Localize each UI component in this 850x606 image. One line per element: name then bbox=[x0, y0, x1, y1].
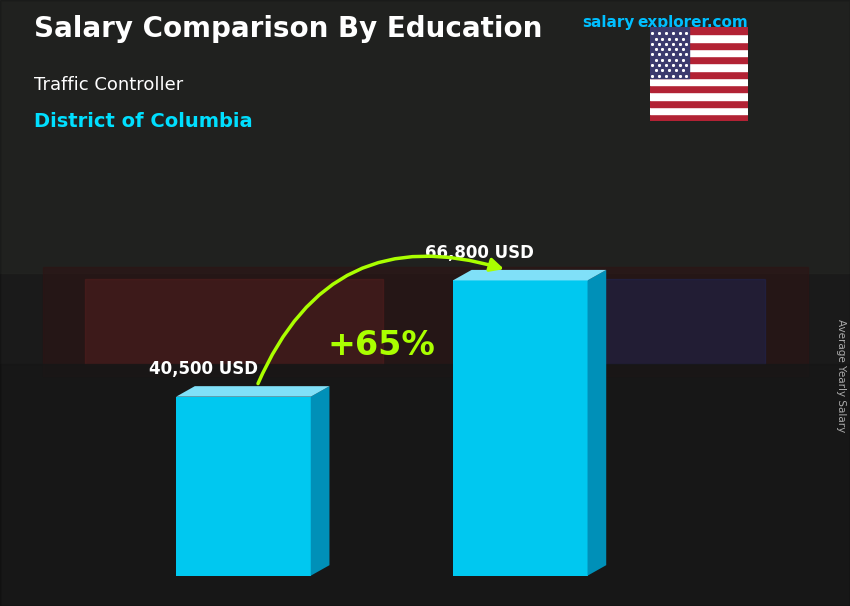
Bar bbox=[650, 56, 748, 64]
Text: 66,800 USD: 66,800 USD bbox=[425, 244, 535, 262]
Bar bbox=[650, 27, 689, 78]
Polygon shape bbox=[453, 281, 587, 576]
Polygon shape bbox=[311, 386, 330, 576]
Bar bbox=[650, 92, 748, 99]
Bar bbox=[650, 114, 748, 121]
Polygon shape bbox=[453, 270, 606, 281]
Text: 40,500 USD: 40,500 USD bbox=[149, 360, 258, 378]
Text: salary: salary bbox=[582, 15, 635, 30]
Polygon shape bbox=[176, 386, 330, 397]
Text: Salary Comparison By Education: Salary Comparison By Education bbox=[34, 15, 542, 43]
Bar bbox=[650, 71, 748, 78]
Text: District of Columbia: District of Columbia bbox=[34, 112, 252, 131]
Bar bbox=[650, 78, 748, 85]
Bar bbox=[85, 279, 382, 364]
Bar bbox=[42, 267, 807, 376]
Bar bbox=[0, 364, 850, 606]
Text: explorer.com: explorer.com bbox=[638, 15, 748, 30]
Bar bbox=[468, 279, 765, 364]
Bar bbox=[650, 64, 748, 71]
Text: Average Yearly Salary: Average Yearly Salary bbox=[836, 319, 846, 432]
Bar bbox=[650, 99, 748, 107]
Bar bbox=[650, 49, 748, 56]
Bar bbox=[650, 35, 748, 42]
Text: Traffic Controller: Traffic Controller bbox=[34, 76, 184, 94]
Bar bbox=[650, 107, 748, 114]
Bar bbox=[650, 42, 748, 49]
Bar bbox=[650, 85, 748, 92]
Polygon shape bbox=[176, 397, 311, 576]
Text: +65%: +65% bbox=[328, 329, 436, 362]
Bar bbox=[0, 0, 850, 273]
Polygon shape bbox=[587, 270, 606, 576]
Bar bbox=[650, 27, 748, 35]
